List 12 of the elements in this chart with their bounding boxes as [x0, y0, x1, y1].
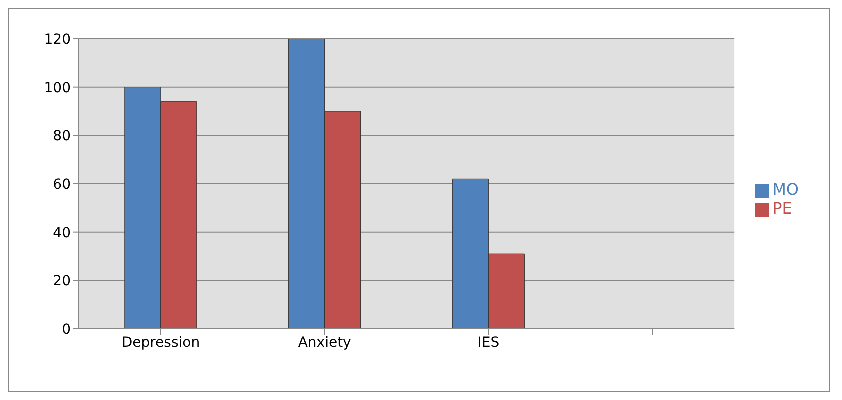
y-tick-label: 40	[53, 225, 71, 242]
y-tick-label: 100	[44, 80, 71, 96]
x-tick-label: Anxiety	[298, 334, 352, 351]
legend-label: PE	[772, 199, 792, 218]
y-tick-label: 60	[53, 176, 71, 193]
y-tick-label: 0	[62, 322, 71, 338]
x-tick-label: Depression	[122, 334, 200, 351]
y-tick-label: 80	[53, 128, 71, 145]
y-tick-label: 20	[53, 274, 71, 290]
y-tick-label: 120	[44, 32, 71, 48]
x-tick-label: IES	[478, 334, 500, 351]
legend-label: MO	[772, 180, 799, 199]
